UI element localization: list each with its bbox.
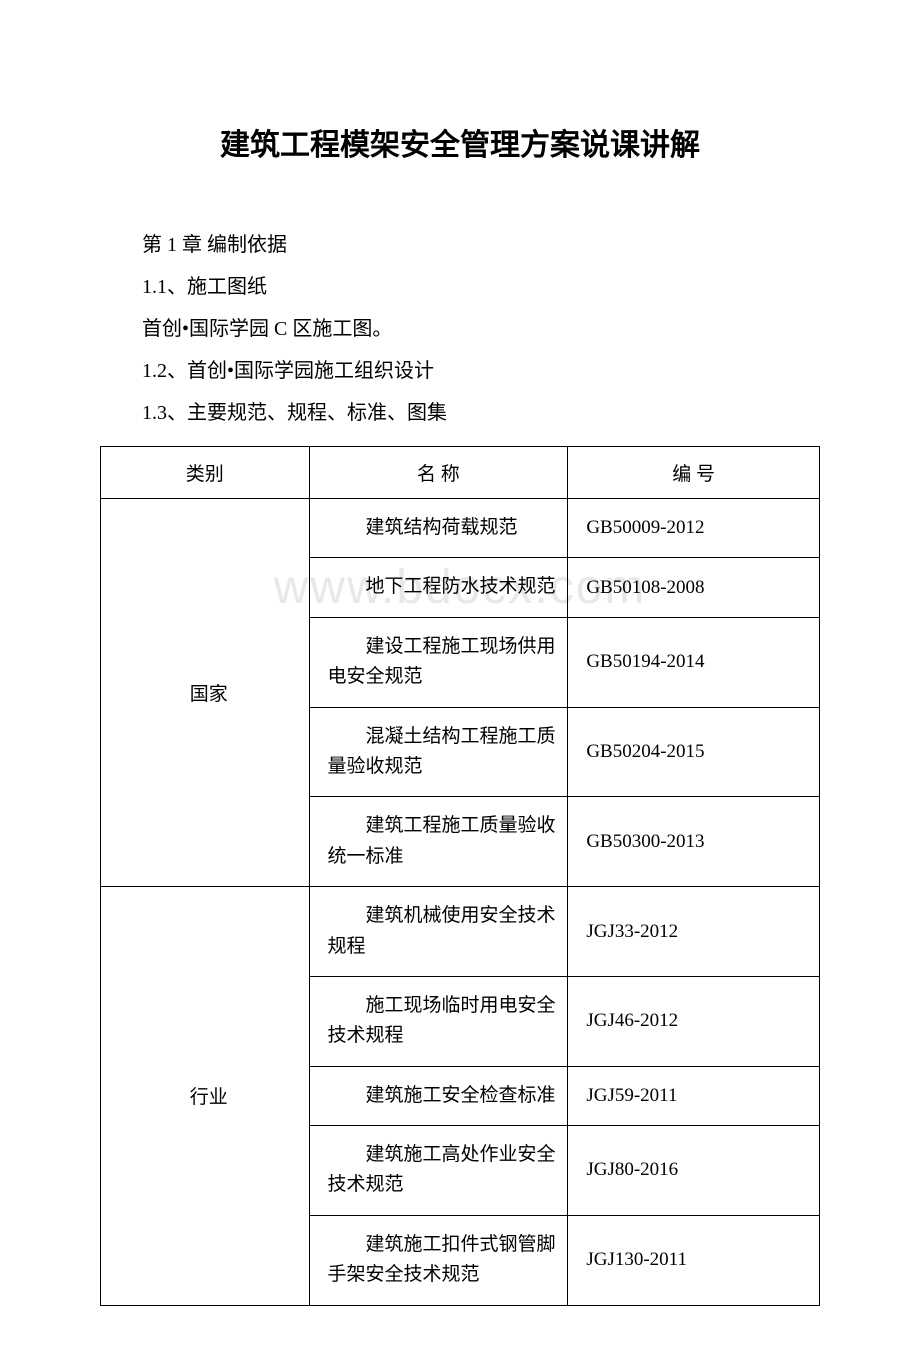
table-row: 国家 建筑结构荷载规范 GB50009-2012 — [101, 499, 820, 558]
code-cell: JGJ80-2016 — [568, 1126, 820, 1216]
category-cell: 行业 — [101, 887, 310, 1306]
code-cell: JGJ59-2011 — [568, 1066, 820, 1125]
table-row: 行业 建筑机械使用安全技术规程 JGJ33-2012 — [101, 887, 820, 977]
category-cell: 国家 — [101, 499, 310, 887]
section-heading: 第 1 章 编制依据 — [142, 224, 820, 266]
table-header-row: 类别 名 称 编 号 — [101, 447, 820, 499]
name-cell: 建设工程施工现场供用电安全规范 — [309, 617, 568, 707]
name-cell: 建筑结构荷载规范 — [309, 499, 568, 558]
name-cell: 地下工程防水技术规范 — [309, 558, 568, 617]
paragraph-1-1-content: 首创•国际学园 C 区施工图。 — [142, 308, 820, 350]
code-cell: GB50194-2014 — [568, 617, 820, 707]
code-cell: GB50300-2013 — [568, 797, 820, 887]
paragraph-1-2: 1.2、首创•国际学园施工组织设计 — [142, 350, 820, 392]
name-cell: 建筑施工安全检查标准 — [309, 1066, 568, 1125]
name-cell: 建筑机械使用安全技术规程 — [309, 887, 568, 977]
code-cell: GB50009-2012 — [568, 499, 820, 558]
name-cell: 施工现场临时用电安全技术规程 — [309, 976, 568, 1066]
name-cell: 建筑工程施工质量验收统一标准 — [309, 797, 568, 887]
code-cell: GB50108-2008 — [568, 558, 820, 617]
name-cell: 混凝土结构工程施工质量验收规范 — [309, 707, 568, 797]
header-category: 类别 — [101, 447, 310, 499]
standards-table: 类别 名 称 编 号 国家 建筑结构荷载规范 GB50009-2012 地下工程… — [100, 446, 820, 1306]
code-cell: JGJ46-2012 — [568, 976, 820, 1066]
code-cell: GB50204-2015 — [568, 707, 820, 797]
paragraph-1-1: 1.1、施工图纸 — [142, 266, 820, 308]
paragraph-1-3: 1.3、主要规范、规程、标准、图集 — [142, 392, 820, 434]
name-cell: 建筑施工扣件式钢管脚手架安全技术规范 — [309, 1215, 568, 1305]
header-code: 编 号 — [568, 447, 820, 499]
code-cell: JGJ33-2012 — [568, 887, 820, 977]
header-name: 名 称 — [309, 447, 568, 499]
code-cell: JGJ130-2011 — [568, 1215, 820, 1305]
name-cell: 建筑施工高处作业安全技术规范 — [309, 1126, 568, 1216]
document-title: 建筑工程模架安全管理方案说课讲解 — [100, 120, 820, 164]
